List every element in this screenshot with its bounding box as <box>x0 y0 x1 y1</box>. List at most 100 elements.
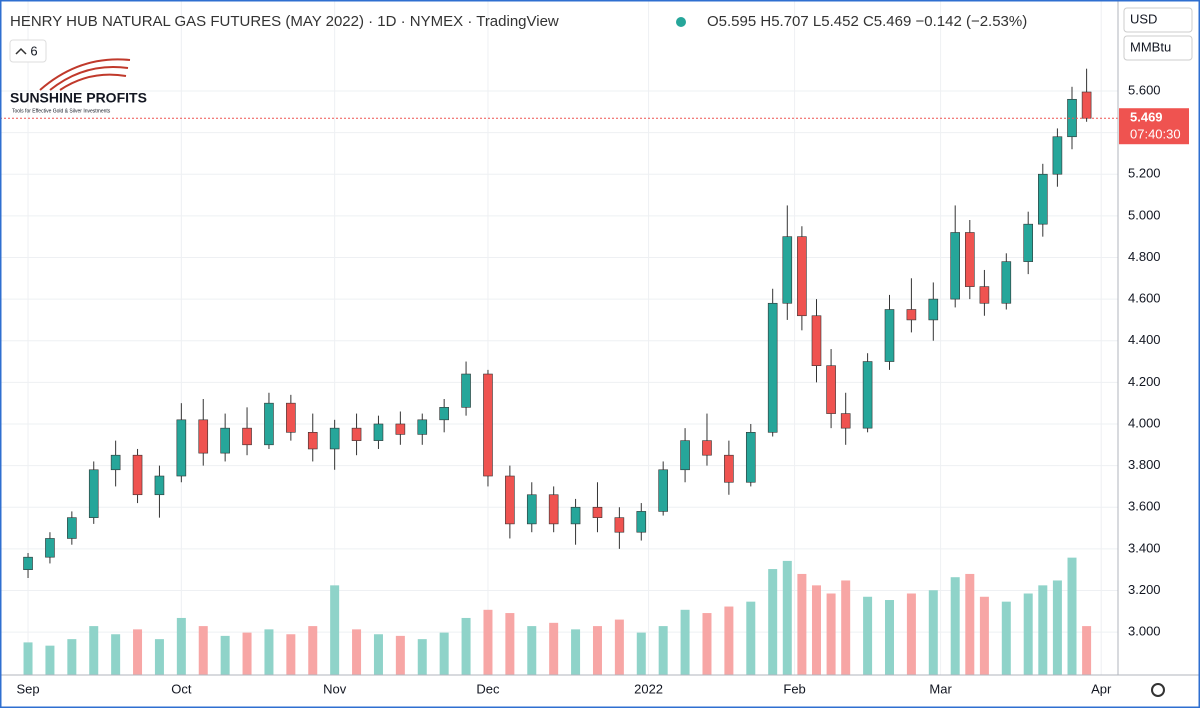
candle-body <box>592 506 603 518</box>
currency-button[interactable] <box>1123 7 1193 33</box>
candle-body <box>395 423 406 435</box>
volume-bar <box>614 619 624 675</box>
volume-bar <box>330 585 340 675</box>
unit: MMBtu <box>1130 39 1171 54</box>
candle-body <box>884 309 895 362</box>
candle-body <box>702 440 712 456</box>
candle-body <box>67 517 77 539</box>
volume-bar <box>439 632 449 675</box>
volume-bar <box>950 577 960 675</box>
last-price-label: 5.469 <box>1130 110 1163 125</box>
candle-body <box>797 236 807 317</box>
volume-bar <box>286 634 296 675</box>
x-tick-label: Nov <box>323 681 347 696</box>
candle-body <box>636 511 647 533</box>
volume-bar <box>264 629 274 675</box>
candle-body <box>220 427 230 454</box>
volume-bar <box>45 645 55 675</box>
candle-body <box>329 427 340 450</box>
countdown-label: 07:40:30 <box>1130 127 1181 142</box>
axes: 3.000 3.200 3.400 3.600 3.800 4.000 4.200 4.400… <box>16 82 1189 696</box>
y-tick-label: 3.000 <box>1128 624 1161 639</box>
y-tick-label: 4.000 <box>1128 415 1161 430</box>
volume-bar <box>724 606 734 675</box>
candle-body <box>1038 173 1048 225</box>
x-tick-label: 2022 <box>634 681 663 696</box>
candle-body <box>505 475 515 525</box>
candle-body <box>88 469 99 518</box>
grid <box>0 0 1118 675</box>
volume-bar <box>133 629 143 675</box>
candle-body <box>110 454 121 471</box>
volume-bar <box>768 569 778 675</box>
y-tick-label: 3.800 <box>1128 457 1161 472</box>
volume-bar <box>220 635 230 675</box>
candle-body <box>950 232 960 300</box>
y-tick-label: 4.600 <box>1128 291 1161 306</box>
volume-bar <box>979 596 989 675</box>
candle-body <box>862 361 873 429</box>
volume-bar <box>863 596 873 675</box>
candle-body <box>132 454 143 496</box>
status-dot <box>676 17 686 27</box>
candle-body <box>928 298 939 321</box>
candle-body <box>461 373 471 408</box>
volume-bar <box>884 600 894 675</box>
indicator-toggle[interactable] <box>9 39 47 63</box>
candle-body <box>1023 223 1034 262</box>
candle-body <box>724 454 734 483</box>
candle-body <box>154 475 165 496</box>
volume-bar <box>1023 593 1033 675</box>
candle-body <box>1081 91 1092 119</box>
volume-layer <box>23 557 1092 675</box>
logo-tagline: Tools for Effective Gold & Silver Invest… <box>12 108 111 114</box>
candle-body <box>979 286 990 304</box>
volume-bar <box>352 629 362 675</box>
volume-bar <box>461 617 471 675</box>
currency: USD <box>1130 11 1157 26</box>
x-tick-label: Apr <box>1091 681 1112 696</box>
volume-bar <box>505 613 515 675</box>
logo-swoosh <box>39 58 131 91</box>
volume-bar <box>636 632 646 675</box>
volume-bar <box>1082 626 1092 675</box>
volume-bar <box>89 626 99 675</box>
y-tick-label: 5.000 <box>1128 207 1161 222</box>
candle-body <box>570 506 581 525</box>
candle-body <box>23 556 33 570</box>
candle-body <box>811 315 822 367</box>
x-tick-label: Mar <box>929 681 952 696</box>
volume-bar <box>965 573 975 675</box>
candle-body <box>264 402 274 446</box>
volume-bar <box>373 634 383 675</box>
candle-body <box>964 232 975 287</box>
candle-body <box>1052 136 1063 175</box>
volume-bar <box>658 626 668 675</box>
volume-bar <box>906 593 916 675</box>
unit-button[interactable] <box>1123 35 1193 61</box>
y-tick-label: 3.400 <box>1128 540 1161 555</box>
last-price-tag <box>1119 108 1189 145</box>
volume-bar <box>23 642 33 675</box>
volume-bar <box>680 609 690 675</box>
candle-body <box>45 538 55 558</box>
volume-bar <box>841 580 851 675</box>
settings-icon[interactable] <box>1151 683 1165 697</box>
volume-bar <box>797 573 807 675</box>
volume-bar <box>242 632 252 675</box>
candle-body <box>307 432 318 450</box>
candle-body <box>658 469 668 512</box>
volume-bar <box>176 617 186 675</box>
y-tick-label: 4.200 <box>1128 374 1161 389</box>
volume-bar <box>782 560 792 675</box>
candle-body <box>840 413 851 429</box>
candle-layer <box>0 68 1118 579</box>
candle-body <box>176 419 187 477</box>
volume-bar <box>527 626 537 675</box>
candle-body <box>680 440 690 471</box>
chart-title: HENRY HUB NATURAL GAS FUTURES (MAY 2022)… <box>10 13 559 30</box>
volume-bar <box>417 639 427 675</box>
volume-bar <box>571 629 581 675</box>
